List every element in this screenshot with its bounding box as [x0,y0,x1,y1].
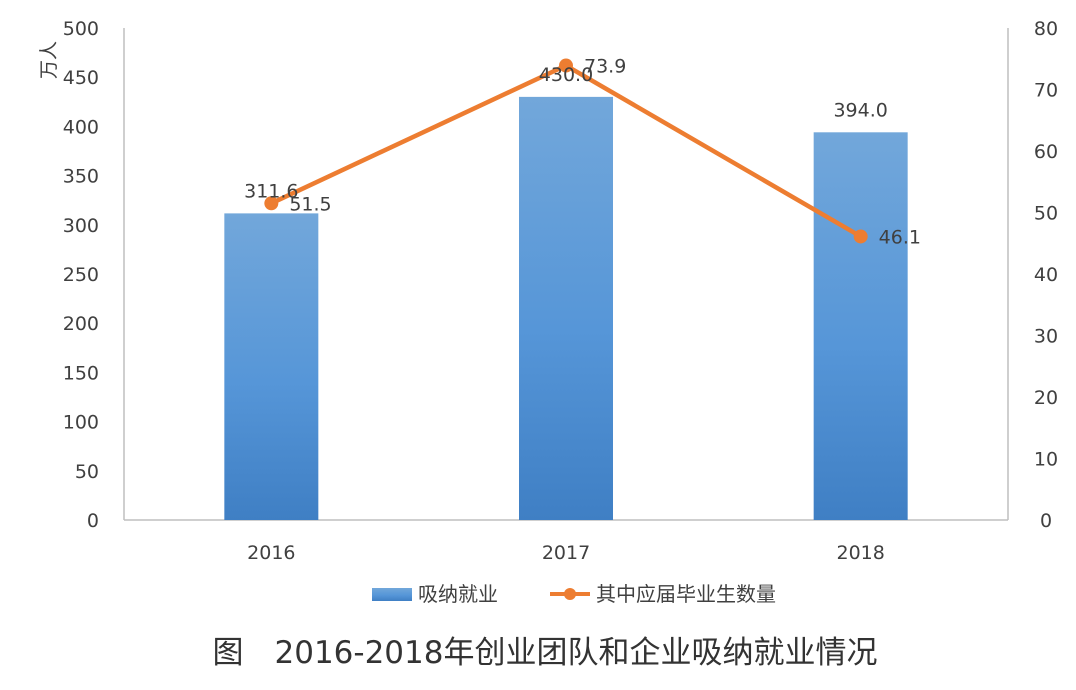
right-tick-label: 50 [1034,203,1058,225]
right-tick-label: 60 [1034,141,1058,163]
right-tick-label: 30 [1034,326,1058,348]
legend-bar-swatch [372,588,412,601]
line-point [264,196,279,211]
left-tick-label: 500 [63,18,99,40]
left-tick-label: 250 [63,264,99,286]
line-value-label: 73.9 [584,56,626,78]
right-tick-label: 0 [1040,510,1052,532]
line-point [559,58,573,73]
left-tick-label: 450 [63,67,99,89]
bar [813,132,908,520]
legend-label-bar: 吸纳就业 [418,582,498,606]
right-axis-ticks: 0 10 20 30 40 50 60 70 80 [1034,18,1058,532]
legend: 吸纳就业 其中应届毕业生数量 [372,582,776,606]
line-value-label: 46.1 [879,226,921,248]
right-tick-label: 70 [1034,80,1058,102]
right-tick-label: 40 [1034,264,1058,286]
left-tick-label: 150 [63,362,99,384]
y-axis-title: 万人 [38,41,60,79]
left-tick-label: 350 [63,166,99,188]
line-series [264,58,868,244]
bar-value-label: 311.6 [244,180,298,202]
right-tick-label: 10 [1034,449,1058,471]
x-tick-label: 2016 [247,542,295,564]
left-tick-label: 400 [63,116,99,138]
line-point [853,229,868,244]
legend-label-line: 其中应届毕业生数量 [596,582,776,606]
bar [224,213,319,520]
left-tick-label: 0 [87,510,99,532]
right-tick-label: 20 [1034,387,1058,409]
left-tick-label: 50 [75,461,99,483]
bar [519,96,613,520]
bar-series [224,96,908,520]
legend-line-marker [564,588,576,600]
left-tick-label: 300 [63,215,99,237]
x-axis-ticks: 2016 2017 2018 [247,542,885,564]
left-axis-ticks: 0 50 100 150 200 250 300 350 400 450 500 [63,18,99,532]
x-tick-label: 2018 [836,542,884,564]
data-labels: 311.6 430.0 394.0 51.5 73.9 46.1 [244,56,921,249]
line-value-label: 51.5 [289,193,331,215]
chart-caption: 图 2016-2018年创业团队和企业吸纳就业情况 [213,635,878,671]
left-tick-label: 200 [63,313,99,335]
right-tick-label: 80 [1034,18,1058,40]
left-tick-label: 100 [63,412,99,434]
x-tick-label: 2017 [542,542,590,564]
bar-value-label: 430.0 [539,64,593,86]
bar-value-label: 394.0 [833,99,887,121]
